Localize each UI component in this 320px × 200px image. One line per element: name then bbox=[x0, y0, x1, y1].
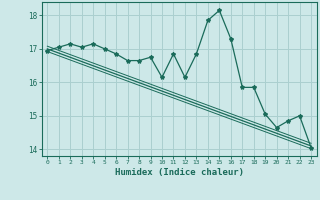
X-axis label: Humidex (Indice chaleur): Humidex (Indice chaleur) bbox=[115, 168, 244, 177]
